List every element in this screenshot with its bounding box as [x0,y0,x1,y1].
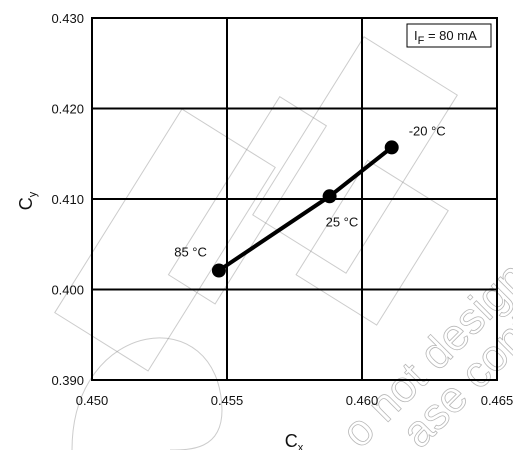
point-label: 85 °C [174,244,207,259]
data-point [211,263,226,278]
x-tick-label: 0.455 [211,393,244,408]
data-point [384,140,399,155]
y-tick-label: 0.430 [51,11,84,26]
series-line [216,145,394,273]
annotation-box: IF = 80 mA [406,23,492,48]
watermark-rect-4 [295,159,449,326]
x-tick-label: 0.460 [346,393,379,408]
watermark-layer: o not design your pro ase contact you [54,36,513,450]
watermark-rect-2 [167,95,328,305]
series-layer: 85 °C 25 °C -20 °C [174,123,446,278]
annotation-text: IF = 80 mA [414,28,477,47]
data-point [322,189,337,204]
x-axis-title: Cx [285,431,304,450]
y-tick-label: 0.390 [51,373,84,388]
watermark-rect-1 [54,108,276,372]
x-tick-label: 0.465 [481,393,513,408]
point-label: -20 °C [409,123,446,138]
y-tick-label: 0.410 [51,192,84,207]
grid-layer [92,18,497,380]
annotation-box-frame [406,23,492,48]
watermark-rect-3 [252,36,458,274]
y-tick-label: 0.420 [51,102,84,117]
y-axis-title: Cy [16,191,39,210]
x-tick-label: 0.450 [76,393,109,408]
tick-layer: 0.450 0.455 0.460 0.465 0.390 0.400 0.410 0.420… [51,11,513,408]
point-label: 25 °C [326,214,359,229]
y-tick-label: 0.400 [51,283,84,298]
